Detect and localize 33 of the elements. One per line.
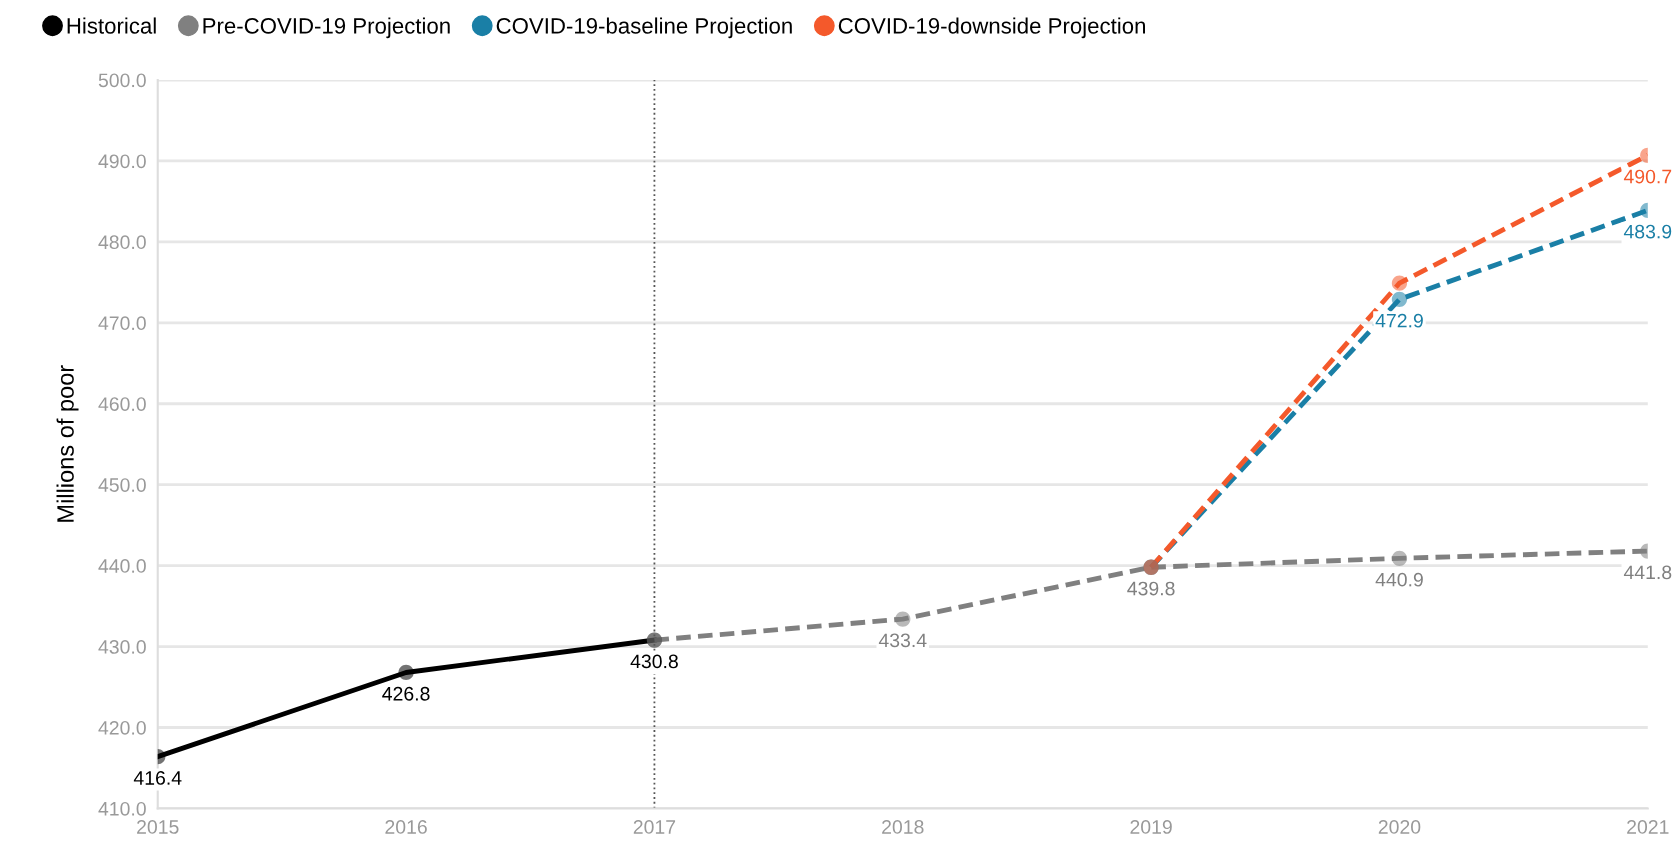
data-label: 490.7 xyxy=(1623,169,1672,184)
legend-label: Pre-COVID-19 Projection xyxy=(203,17,450,39)
data-label: 416.4 xyxy=(133,771,182,785)
x-tick-label: 2017 xyxy=(633,820,676,834)
point xyxy=(895,611,911,627)
x-tick-label: 2021 xyxy=(1627,820,1669,834)
y-tick-label: 430.0 xyxy=(98,640,146,654)
y-tick-label: 420.0 xyxy=(98,720,146,735)
data-label: 430.8 xyxy=(630,654,678,669)
y-tick-label: 470.0 xyxy=(98,316,146,331)
y-tick-label: 460.0 xyxy=(98,397,146,411)
legend-label: COVID-19-downside Projection xyxy=(838,17,1145,39)
x-tick-label: 2018 xyxy=(882,820,924,834)
x-tick-label: 2020 xyxy=(1378,820,1421,834)
x-tick-label: 2016 xyxy=(385,820,427,834)
x-tick-label: 2019 xyxy=(1130,820,1172,834)
y-tick-label: 480.0 xyxy=(98,235,146,250)
data-label: 440.9 xyxy=(1375,572,1423,587)
legend-label: COVID-19-baseline Projection xyxy=(496,17,792,39)
data-label: 433.4 xyxy=(878,633,927,648)
data-label: 472.9 xyxy=(1375,313,1423,328)
y-tick-label: 410.0 xyxy=(98,801,146,816)
data-label: 441.8 xyxy=(1623,565,1672,580)
data-label: 426.8 xyxy=(382,686,430,701)
data-label: 483.9 xyxy=(1623,224,1672,239)
y-tick-label: 440.0 xyxy=(98,559,146,573)
y-tick-label: 500.0 xyxy=(98,73,146,88)
legend-label: Historical xyxy=(67,17,156,34)
x-tick-label: 2015 xyxy=(137,820,179,834)
y-tick-label: 490.0 xyxy=(98,154,146,169)
y-tick-label: 450.0 xyxy=(98,478,146,492)
y-axis-title: Millions of poor xyxy=(56,365,79,522)
data-label: 439.8 xyxy=(1127,581,1175,596)
